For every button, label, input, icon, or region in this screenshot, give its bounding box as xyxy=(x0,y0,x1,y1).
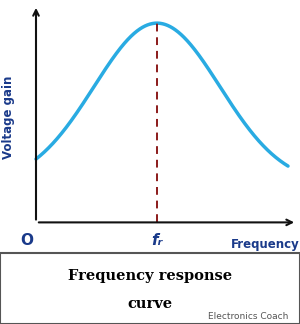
Text: Frequency response: Frequency response xyxy=(68,269,232,283)
Text: O: O xyxy=(20,233,33,248)
Text: Frequency: Frequency xyxy=(231,237,300,250)
Text: curve: curve xyxy=(128,297,172,311)
Text: Electronics Coach: Electronics Coach xyxy=(208,312,288,321)
Text: Voltage gain: Voltage gain xyxy=(2,76,16,159)
Text: fᵣ: fᵣ xyxy=(151,233,163,248)
